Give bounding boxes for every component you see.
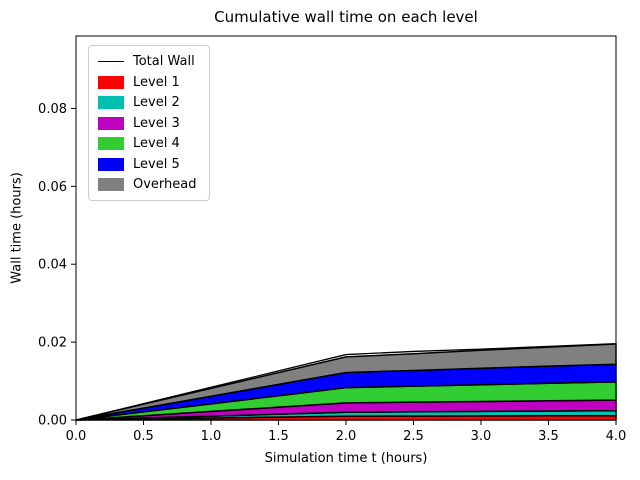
x-tick-label: 3.0 <box>471 429 492 444</box>
legend-color-swatch <box>98 96 124 109</box>
legend-color-swatch <box>98 116 124 130</box>
x-tick-label: 2.5 <box>403 429 424 444</box>
legend-label: Level 1 <box>133 74 180 90</box>
legend-line-sample <box>98 61 124 62</box>
legend-item-level-2: Level 2 <box>98 93 197 112</box>
x-tick-label: 0.5 <box>133 429 154 444</box>
y-tick-label: 0.04 <box>38 258 67 273</box>
legend-color-swatch <box>98 157 124 171</box>
x-tick-label: 4.0 <box>606 429 627 444</box>
x-tick-label: 0.0 <box>66 429 87 444</box>
chart-title: Cumulative wall time on each level <box>214 8 478 26</box>
x-tick-label: 3.5 <box>538 429 559 444</box>
legend-label: Level 5 <box>133 156 180 172</box>
y-tick-label: 0.08 <box>38 102 67 117</box>
legend-label: Level 4 <box>133 136 180 151</box>
legend-label: Total Wall <box>133 54 195 69</box>
x-tick-label: 2.0 <box>336 429 357 444</box>
legend-item-total-wall: Total Wall <box>98 52 197 71</box>
legend-label: Overhead <box>133 177 197 192</box>
y-tick-label: 0.06 <box>38 180 67 195</box>
legend-item-level-5: Level 5 <box>98 155 197 174</box>
legend-item-overhead: Overhead <box>98 175 197 194</box>
x-tick-label: 1.5 <box>268 429 289 444</box>
legend-item-level-4: Level 4 <box>98 134 197 153</box>
legend-label: Level 3 <box>133 115 180 131</box>
x-axis-label: Simulation time t (hours) <box>264 451 428 466</box>
legend-color-swatch <box>98 178 124 191</box>
legend-color-swatch <box>98 75 124 89</box>
y-axis-label: Wall time (hours) <box>9 172 25 284</box>
x-tick-label: 1.0 <box>201 429 222 444</box>
legend-item-level-3: Level 3 <box>98 114 197 133</box>
legend-label: Level 2 <box>133 95 180 110</box>
total-wall-line <box>75 343 617 421</box>
y-tick-label: 0.02 <box>38 336 67 351</box>
y-tick-label: 0.00 <box>38 414 67 429</box>
legend-color-swatch <box>98 137 124 150</box>
legend: Total Wall Level 1 Level 2 Level 3 Level 4 Le… <box>88 45 210 201</box>
legend-item-level-1: Level 1 <box>98 73 197 92</box>
